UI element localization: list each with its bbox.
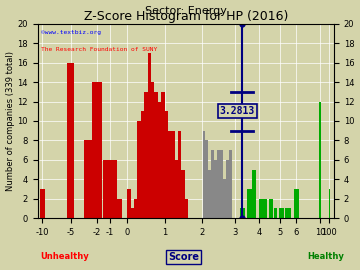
Text: Score: Score [168,252,199,262]
Bar [84,140,92,218]
Bar [206,140,208,218]
Bar [154,92,158,218]
Bar [211,150,214,218]
Bar [165,111,168,218]
Bar [67,63,74,218]
Text: Sector: Energy: Sector: Energy [145,6,227,16]
Text: 3.2813: 3.2813 [220,106,255,116]
Bar [151,82,154,218]
Bar [115,199,122,218]
Bar [138,121,141,218]
Bar [92,82,102,218]
Bar [141,111,144,218]
Bar [274,208,277,218]
Bar [161,92,165,218]
Bar [263,199,267,218]
Bar [220,150,223,218]
Bar [178,131,181,218]
Bar [279,208,284,218]
Bar [217,150,220,218]
Bar [127,189,131,218]
Bar [294,189,299,218]
Bar [269,199,273,218]
Bar [247,189,252,218]
Bar [144,92,148,218]
Bar [175,160,178,218]
Bar [103,160,117,218]
Bar [208,170,211,218]
Bar [131,208,134,218]
Bar [158,102,161,218]
Bar [134,199,138,218]
Text: ©www.textbiz.org: ©www.textbiz.org [41,30,101,35]
Bar [168,131,171,218]
Bar [285,208,291,218]
Bar [171,131,175,218]
Bar [319,102,321,218]
Title: Z-Score Histogram for HP (2016): Z-Score Histogram for HP (2016) [84,10,288,23]
Text: The Research Foundation of SUNY: The Research Foundation of SUNY [41,47,157,52]
Text: Healthy: Healthy [307,252,344,261]
Bar [40,189,45,218]
Bar [240,208,245,218]
Bar [229,150,232,218]
Bar [259,199,263,218]
Bar [148,53,151,218]
Bar [203,131,206,218]
Bar [185,199,188,218]
Bar [181,170,185,218]
Bar [223,179,226,218]
Bar [214,160,217,218]
Bar [252,170,256,218]
Bar [226,160,229,218]
Y-axis label: Number of companies (339 total): Number of companies (339 total) [5,51,14,191]
Text: Unhealthy: Unhealthy [41,252,89,261]
